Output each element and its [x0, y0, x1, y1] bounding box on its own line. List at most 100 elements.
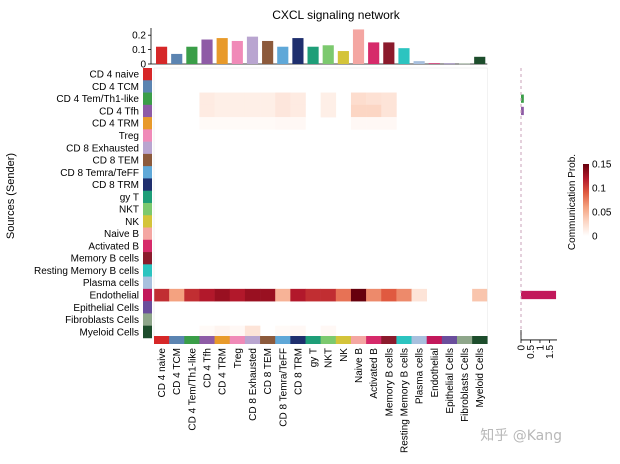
row-label: Treg	[119, 131, 139, 142]
col-strip-cell	[275, 336, 291, 344]
heatmap-cell	[381, 288, 397, 302]
col-strip-cell	[426, 336, 443, 344]
column-label: Treg	[233, 348, 244, 368]
row-strip-cell	[143, 227, 152, 241]
right-axis-tick-label: 0.5	[526, 345, 537, 359]
heatmap-cell	[290, 117, 306, 130]
column-label: Resting Memory B cells	[399, 348, 410, 453]
col-strip-cell	[366, 336, 382, 344]
heatmap-cell	[260, 104, 276, 118]
heatmap-cell	[244, 288, 261, 302]
right-axis-tick-label: 1.5	[545, 345, 556, 359]
heatmap-cell	[244, 104, 261, 118]
row-label: Plasma cells	[83, 278, 139, 289]
heatmap-cell	[214, 117, 231, 130]
row-label: CD 4 TCM	[92, 82, 139, 93]
row-label: Resting Memory B cells	[34, 266, 139, 277]
heatmap-cell	[290, 92, 306, 106]
heatmap-cell	[335, 288, 352, 302]
right-bar-chart	[521, 94, 557, 300]
colorbar-tick-label: 0.1	[592, 184, 606, 195]
heatmap-cell	[169, 288, 185, 302]
column-label: Plasma cells	[415, 348, 426, 404]
row-label: Naive B	[104, 229, 139, 240]
heatmap-cell	[260, 92, 276, 106]
top-bar	[474, 56, 486, 64]
row-label: CD 8 TRM	[92, 180, 139, 191]
column-label: gy T	[309, 348, 320, 367]
column-labels: CD 4 naive CD 4 TCM CD 4 Tem/Th1-like CD 4 …	[157, 348, 486, 453]
heatmap-cell	[381, 92, 397, 106]
row-label: NK	[125, 217, 139, 228]
col-strip-cell	[350, 336, 367, 344]
column-label: NKT	[324, 348, 335, 368]
heatmap-cell	[320, 92, 337, 106]
right-bar	[521, 106, 524, 116]
row-strip-cell	[143, 153, 152, 167]
column-color-strip	[154, 336, 488, 344]
row-strip-cell	[143, 190, 152, 204]
colorbar-tick-label: 0	[592, 232, 598, 243]
col-strip-cell	[441, 336, 458, 344]
top-bar	[216, 38, 228, 64]
row-strip-cell	[143, 80, 152, 93]
row-label: CD 4 TRM	[92, 119, 139, 130]
heatmap-cell	[229, 117, 246, 130]
column-label: CD 4 TCM	[172, 348, 183, 395]
top-bar	[231, 40, 243, 64]
column-label: Memory B cells	[384, 348, 395, 416]
row-strip-cell	[143, 252, 152, 265]
heatmap-cell	[305, 288, 321, 302]
top-axis-tick-label: 0	[140, 60, 146, 71]
right-bar	[521, 290, 557, 300]
col-strip-cell	[411, 336, 427, 344]
heatmap-cell	[199, 92, 215, 106]
heatmap-cell	[320, 325, 337, 339]
top-bar	[459, 63, 471, 65]
heatmap-cell	[275, 104, 291, 118]
right-axis-tick-label: 0	[517, 345, 528, 351]
row-strip-cell	[143, 141, 152, 155]
row-strip-cell	[143, 301, 152, 314]
row-strip-cell	[143, 239, 152, 253]
row-strip-cell	[143, 276, 152, 290]
top-bar	[277, 46, 289, 64]
column-label: Endothelial	[430, 348, 441, 397]
heatmap-cell	[229, 92, 246, 106]
heatmap-cell	[350, 117, 367, 130]
heatmap-cell	[214, 92, 231, 106]
heatmap-cell	[350, 104, 367, 118]
row-strip-cell	[143, 288, 152, 302]
heatmap-cell	[366, 92, 382, 106]
heatmap-cell	[290, 104, 306, 118]
row-label: CD 8 Temra/TeFF	[60, 168, 139, 179]
row-label: CD 4 Tem/Th1-like	[56, 94, 139, 105]
heatmap-cell	[214, 104, 231, 118]
heatmap-cell	[244, 325, 261, 339]
heatmap-cell	[275, 117, 291, 130]
colorbar-gradient	[583, 164, 589, 236]
row-strip-cell	[143, 104, 152, 118]
y-axis-label: Sources (Sender)	[5, 153, 17, 239]
heatmap-cell	[381, 104, 397, 118]
col-strip-cell	[305, 336, 321, 344]
colorbar-title: Communication Prob.	[567, 154, 578, 250]
row-label: NKT	[119, 205, 139, 216]
heatmap-cell	[184, 288, 200, 302]
col-strip-cell	[381, 336, 397, 344]
top-axis-tick-label: 0.1	[132, 45, 146, 56]
col-strip-cell	[229, 336, 246, 344]
row-strip-cell	[143, 68, 152, 81]
row-label: Memory B cells	[71, 254, 139, 265]
column-label: Epithelial Cells	[445, 348, 456, 414]
column-label: NK	[339, 348, 350, 362]
heatmap-cell	[275, 288, 291, 302]
column-label: Naive B	[354, 348, 365, 383]
col-strip-cell	[260, 336, 276, 344]
heatmap-cell	[244, 92, 261, 106]
col-strip-cell	[244, 336, 261, 344]
top-bar	[322, 45, 334, 64]
row-strip-cell	[143, 313, 152, 326]
heatmap-cell	[229, 325, 246, 339]
